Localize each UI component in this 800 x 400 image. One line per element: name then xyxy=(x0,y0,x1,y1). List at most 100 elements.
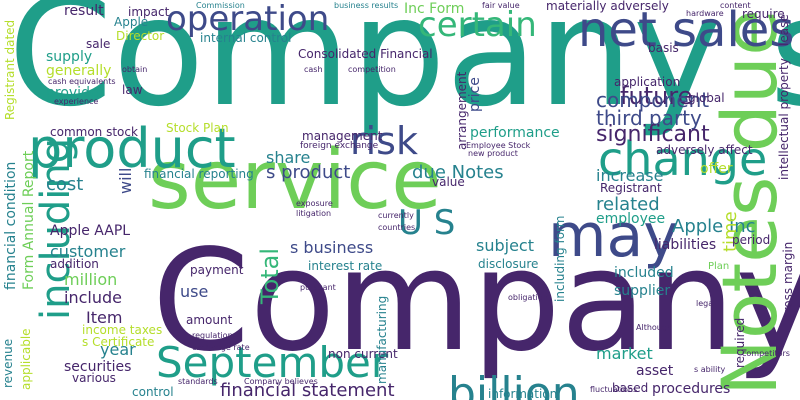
cloud-word: s business xyxy=(290,238,374,257)
cloud-word: revenue xyxy=(1,338,15,388)
cloud-word: Item xyxy=(86,308,123,327)
cloud-word: Company xyxy=(152,220,800,383)
cloud-word: cash xyxy=(304,65,323,74)
cloud-word: Apple xyxy=(114,15,149,29)
cloud-word: customer xyxy=(50,242,126,261)
cloud-word: obligation xyxy=(508,293,548,302)
cloud-word: foreign exchange xyxy=(300,141,379,151)
cloud-word: Commission xyxy=(196,1,245,10)
cloud-word: result xyxy=(64,3,104,19)
cloud-word: significant xyxy=(596,122,710,147)
cloud-word: performance xyxy=(470,125,560,141)
cloud-word: income taxes xyxy=(82,323,163,337)
cloud-word: provide xyxy=(46,85,99,101)
cloud-word: Although xyxy=(636,323,673,332)
cloud-word: use xyxy=(180,282,209,301)
cloud-word: gross margin xyxy=(781,241,795,320)
cloud-word: exposure xyxy=(296,199,333,208)
cloud-word: Consolidated Financial xyxy=(298,47,433,61)
cloud-word: Plan xyxy=(708,261,730,272)
cloud-word: related xyxy=(596,194,660,215)
cloud-word: cost xyxy=(46,174,84,195)
cloud-word: Company believes xyxy=(244,377,318,386)
cloud-word: adversely affect xyxy=(656,143,753,157)
cloud-word: value xyxy=(432,175,465,189)
cloud-word: million xyxy=(64,270,118,289)
cloud-word: competitors xyxy=(742,349,790,358)
cloud-word: Registrant dated xyxy=(3,19,17,120)
cloud-word: operation xyxy=(166,0,330,39)
cloud-word: price xyxy=(467,77,483,112)
cloud-word: market xyxy=(596,344,653,363)
cloud-word: asset xyxy=(636,363,674,379)
cloud-word: management xyxy=(302,129,383,143)
cloud-word: financial condition xyxy=(3,161,19,290)
cloud-word: various xyxy=(72,371,116,385)
cloud-word: common stock xyxy=(50,125,138,139)
cloud-word: Inc Form xyxy=(404,1,465,17)
cloud-word: pursuant xyxy=(300,283,336,292)
cloud-word: hardware xyxy=(686,9,724,18)
cloud-word: Company s xyxy=(8,0,800,140)
cloud-word: financial statement xyxy=(220,380,395,400)
cloud-word: Stock Plan xyxy=(166,121,229,135)
cloud-word: employee xyxy=(596,211,666,227)
cloud-word: new product xyxy=(468,149,518,158)
cloud-word: future xyxy=(620,82,693,110)
cloud-word: non current xyxy=(328,347,398,361)
cloud-word: will xyxy=(116,167,135,194)
cloud-word: including form xyxy=(553,215,567,302)
cloud-word: control xyxy=(132,385,174,399)
cloud-word: supplier xyxy=(614,283,671,299)
cloud-word: require xyxy=(742,7,785,21)
cloud-word: fluctuations xyxy=(590,385,638,394)
cloud-word: generally xyxy=(46,63,112,79)
cloud-word: arrangement xyxy=(455,71,469,150)
cloud-word: global xyxy=(688,91,725,105)
cloud-word: internal control xyxy=(200,31,292,45)
cloud-word: procedures xyxy=(652,381,731,397)
cloud-word: service xyxy=(148,133,442,228)
cloud-word: included xyxy=(614,265,674,281)
cloud-word: competition xyxy=(348,65,396,74)
cloud-word: s product xyxy=(266,162,351,183)
cloud-word: increase xyxy=(596,166,664,185)
cloud-word: based xyxy=(612,381,649,395)
cloud-word: s Certificate xyxy=(82,335,155,349)
cloud-word: intellectual property xyxy=(777,58,791,180)
cloud-word: liabilities xyxy=(654,237,717,253)
cloud-word: financial reporting xyxy=(144,167,254,181)
cloud-word: supply xyxy=(46,49,93,65)
cloud-word: may xyxy=(548,201,679,271)
cloud-word: experience xyxy=(54,97,99,106)
cloud-word: due Notes xyxy=(412,162,504,183)
cloud-word: share xyxy=(266,148,311,167)
cloud-word: cash equivalents xyxy=(48,77,116,86)
cloud-word: billion xyxy=(448,368,580,400)
cloud-word: component xyxy=(596,88,710,112)
cloud-word: risk xyxy=(350,119,418,163)
cloud-word: Director xyxy=(116,29,165,43)
cloud-word: net sales xyxy=(578,2,795,58)
cloud-word: offer xyxy=(700,161,733,177)
cloud-word: third party xyxy=(596,106,702,130)
cloud-word: information xyxy=(488,387,558,400)
cloud-word: standards xyxy=(178,377,218,386)
cloud-word: legal xyxy=(696,299,716,308)
cloud-word: regulation xyxy=(192,331,233,340)
cloud-word: year xyxy=(100,340,136,359)
cloud-word: Total xyxy=(256,247,284,304)
cloud-word: product xyxy=(28,117,236,180)
cloud-word: include xyxy=(64,288,122,307)
cloud-word: required xyxy=(733,317,747,368)
cloud-word: amount xyxy=(186,313,233,327)
cloud-word: change xyxy=(598,132,768,186)
cloud-word: s ability xyxy=(694,365,726,374)
cloud-word: U S xyxy=(398,203,456,243)
cloud-word: impact xyxy=(128,5,170,19)
cloud-word: period xyxy=(732,233,771,247)
cloud-word: fair value xyxy=(482,1,520,10)
cloud-word: payment xyxy=(190,263,244,277)
cloud-word: manufacturing xyxy=(375,295,389,384)
